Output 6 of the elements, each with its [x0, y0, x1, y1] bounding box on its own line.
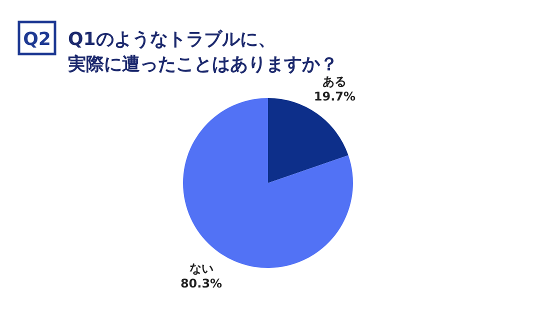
chart-title: Q1のようなトラブルに、実際に遭ったことはありますか？: [68, 28, 338, 76]
slice-label: ない: [189, 262, 214, 276]
data-label: 80.3%: [180, 276, 222, 291]
data-label: 19.7%: [314, 89, 356, 104]
slice-label: ある: [322, 74, 347, 88]
annotation: Q2: [18, 20, 56, 56]
